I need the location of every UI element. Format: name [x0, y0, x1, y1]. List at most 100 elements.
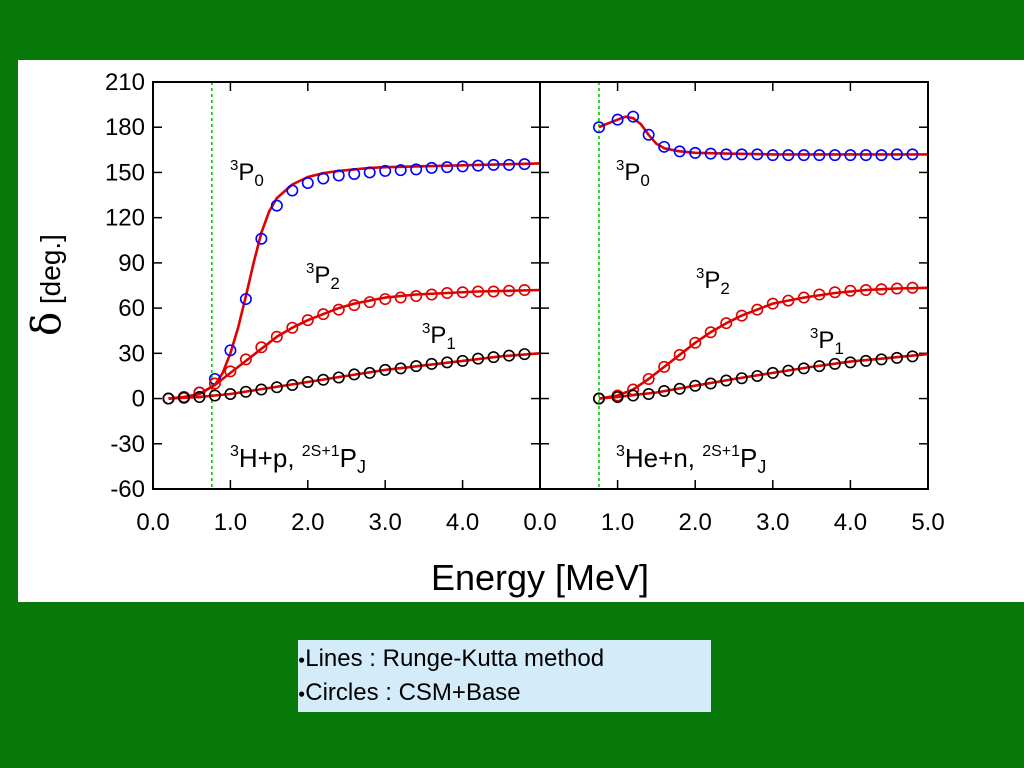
- data-point-3P2: [394, 291, 407, 304]
- y-tick-label: 60: [118, 295, 145, 322]
- data-point-3P0: [286, 184, 299, 197]
- data-point-3P0: [813, 149, 826, 162]
- data-point-3P2: [441, 287, 454, 300]
- data-point-3P0: [875, 149, 888, 162]
- x-tick-label: 0.0: [136, 509, 169, 536]
- data-point-3P0: [611, 113, 624, 126]
- data-point-3P2: [828, 286, 841, 299]
- data-point-3P0: [239, 293, 252, 306]
- series-line-3P0: [598, 115, 928, 156]
- data-point-3P1: [906, 350, 919, 363]
- data-point-3P2: [286, 321, 299, 334]
- data-point-3P0: [751, 148, 764, 161]
- data-point-3P1: [208, 389, 221, 402]
- data-point-3P1: [410, 360, 423, 373]
- data-point-3P1: [379, 363, 392, 376]
- data-point-3P0: [592, 121, 605, 134]
- data-point-3P1: [720, 374, 733, 387]
- data-point-3P0: [689, 146, 702, 159]
- data-point-3P2: [813, 288, 826, 301]
- data-point-3P2: [844, 284, 857, 297]
- data-point-3P1: [503, 349, 516, 362]
- y-tick-label: 120: [105, 205, 145, 232]
- x-axis-label: Energy [MeV]: [431, 557, 649, 598]
- data-point-3P2: [518, 284, 531, 297]
- data-point-3P2: [689, 336, 702, 349]
- y-tick-label: 180: [105, 114, 145, 141]
- x-tick-label: 0.0: [523, 509, 556, 536]
- data-point-3P1: [193, 391, 206, 404]
- data-point-3P0: [627, 110, 640, 123]
- data-point-3P2: [425, 288, 438, 301]
- data-point-3P0: [658, 140, 671, 153]
- bullet-icon: ●: [298, 686, 306, 701]
- data-point-3P2: [875, 283, 888, 296]
- data-point-3P1: [255, 383, 268, 396]
- data-point-3P0: [425, 161, 438, 174]
- data-point-3P0: [394, 164, 407, 177]
- phase-shift-chart: 0.0 1.0 2.0 3.0 4.0 0.0 210 180 150 120 90 60 30 0 -30…: [24, 69, 945, 598]
- data-point-3P0: [673, 145, 686, 158]
- data-point-3P1: [162, 392, 175, 405]
- data-point-3P0: [348, 167, 361, 180]
- y-tick-label: 30: [118, 340, 145, 367]
- data-point-3P1: [518, 348, 531, 361]
- data-point-3P2: [658, 360, 671, 373]
- data-point-3P2: [782, 294, 795, 307]
- bullet-icon: ●: [298, 652, 306, 667]
- data-point-3P1: [239, 385, 252, 398]
- x-tick-label: 1.0: [214, 509, 247, 536]
- data-point-3P1: [658, 385, 671, 398]
- data-point-3P1: [844, 356, 857, 369]
- series-line-3P1: [598, 352, 929, 400]
- data-point-3P2: [270, 330, 283, 343]
- data-point-3P2: [503, 284, 516, 297]
- y-tick-label: -60: [110, 476, 145, 503]
- data-point-3P1: [735, 372, 748, 385]
- data-point-3P1: [766, 366, 779, 379]
- data-point-3P2: [472, 285, 485, 298]
- data-point-3P0: [317, 172, 330, 185]
- data-point-3P1: [472, 352, 485, 365]
- data-point-3P2: [487, 285, 500, 298]
- data-point-3P1: [689, 379, 702, 392]
- data-point-3P2: [348, 299, 361, 312]
- y-tick-label: 150: [105, 159, 145, 186]
- y-axis-label: δ [deg.]: [24, 234, 70, 336]
- series-label-3P2: 3P2: [306, 260, 340, 293]
- data-point-3P1: [704, 377, 717, 390]
- data-point-3P1: [797, 362, 810, 375]
- data-point-3P1: [270, 381, 283, 394]
- legend-text-circles: Circles : CSM+Base: [305, 679, 521, 706]
- x-tick-label: 3.0: [756, 509, 789, 536]
- data-point-3P0: [720, 148, 733, 161]
- data-point-3P2: [224, 365, 237, 378]
- data-point-3P0: [735, 148, 748, 161]
- data-point-3P0: [503, 158, 516, 171]
- data-point-3P2: [751, 303, 764, 316]
- series-line-3P0: [168, 162, 541, 400]
- reaction-label: 3H+p, 2S+1PJ: [230, 443, 366, 477]
- data-point-3P0: [224, 344, 237, 357]
- y-tick-label: 90: [118, 250, 145, 277]
- data-point-3P0: [487, 158, 500, 171]
- data-point-3P0: [766, 149, 779, 162]
- data-point-3P0: [704, 147, 717, 160]
- data-point-3P0: [363, 166, 376, 179]
- data-point-3P1: [782, 364, 795, 377]
- data-point-3P2: [239, 353, 252, 366]
- data-point-3P2: [332, 303, 345, 316]
- data-point-3P1: [592, 392, 605, 405]
- data-point-3P2: [456, 286, 469, 299]
- figure-panel: 0.0 1.0 2.0 3.0 4.0 0.0 210 180 150 120 90 60 30 0 -30…: [18, 60, 1024, 602]
- data-point-3P1: [286, 378, 299, 391]
- legend-item-circles: ●Circles : CSM+Base: [298, 680, 521, 707]
- reaction-label: 3He+n, 2S+1PJ: [616, 443, 766, 477]
- data-point-3P1: [875, 353, 888, 366]
- data-point-3P1: [394, 362, 407, 375]
- data-point-3P2: [704, 326, 717, 339]
- x-tick-label: 4.0: [834, 509, 867, 536]
- data-point-3P0: [379, 164, 392, 177]
- data-point-3P0: [410, 163, 423, 176]
- data-point-3P2: [379, 293, 392, 306]
